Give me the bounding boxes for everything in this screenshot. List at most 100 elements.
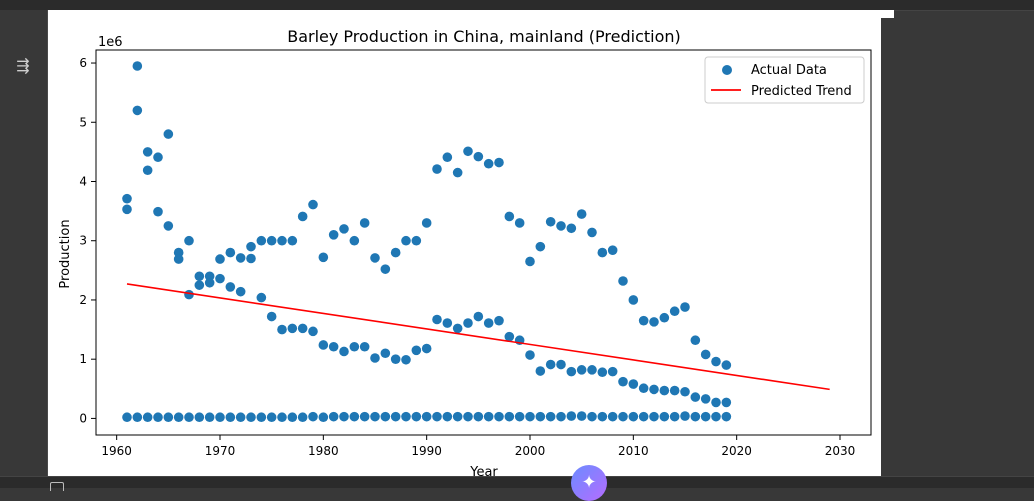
data-point — [349, 411, 360, 422]
data-point — [566, 223, 577, 234]
cell-gutter: ⇶ — [0, 10, 48, 476]
data-point — [318, 412, 329, 423]
data-point — [587, 411, 597, 422]
data-point — [390, 354, 401, 364]
data-point — [628, 379, 639, 389]
data-point — [132, 412, 143, 423]
legend-label-actual: Actual Data — [751, 63, 827, 78]
data-point — [256, 412, 267, 423]
data-point — [380, 264, 391, 274]
x-tick-label: 1970 — [205, 444, 236, 458]
data-point — [545, 411, 556, 422]
data-point — [339, 346, 349, 357]
data-point — [628, 295, 639, 305]
data-point — [215, 412, 225, 423]
data-point — [411, 345, 422, 356]
data-point — [370, 411, 380, 422]
data-point — [122, 412, 132, 423]
right-panel — [881, 18, 1034, 476]
data-point — [504, 211, 515, 222]
data-point — [556, 411, 566, 422]
data-point — [576, 411, 587, 421]
data-point — [690, 392, 701, 402]
data-point — [669, 306, 680, 317]
data-point — [659, 312, 670, 323]
data-point — [525, 350, 535, 360]
data-point — [246, 253, 256, 264]
data-point — [607, 245, 618, 255]
data-point — [463, 318, 473, 328]
data-point — [711, 397, 721, 408]
data-point — [556, 359, 566, 370]
data-point — [318, 252, 329, 263]
data-point — [215, 254, 225, 264]
legend-box — [704, 56, 865, 104]
data-point — [266, 311, 277, 322]
data-point — [700, 394, 711, 404]
data-point — [142, 147, 153, 157]
data-point — [566, 411, 577, 421]
data-point — [215, 273, 225, 284]
data-point — [690, 335, 701, 346]
data-point — [339, 411, 349, 422]
data-point — [256, 292, 267, 303]
data-point — [618, 411, 628, 422]
data-point — [514, 218, 525, 228]
output-collapse-icon[interactable]: ⇶ — [16, 56, 30, 75]
x-tick-label: 2010 — [618, 444, 649, 458]
data-point — [483, 318, 494, 328]
data-point — [504, 331, 515, 342]
data-point — [163, 412, 174, 423]
data-point — [721, 411, 732, 422]
data-point — [690, 411, 701, 422]
data-point — [597, 411, 608, 422]
y-axis-offset-label: 1e6 — [98, 35, 123, 50]
data-point — [452, 323, 463, 334]
data-point — [649, 384, 659, 395]
data-point — [556, 221, 566, 231]
data-point — [328, 411, 339, 422]
data-point — [463, 411, 473, 422]
data-point — [545, 216, 556, 227]
data-point — [514, 411, 525, 422]
data-point — [680, 302, 690, 312]
data-point — [700, 349, 711, 360]
data-point — [359, 411, 370, 422]
data-point — [473, 411, 484, 422]
y-axis-label: Production — [58, 219, 73, 288]
data-point — [246, 241, 256, 252]
data-point — [711, 411, 721, 422]
data-point — [122, 193, 132, 204]
data-point — [618, 376, 628, 387]
data-point — [194, 412, 205, 423]
y-tick-label: 1 — [79, 352, 87, 366]
data-point — [287, 235, 298, 246]
data-point — [442, 318, 453, 328]
plot-frame — [95, 49, 872, 436]
data-point — [225, 247, 236, 258]
data-point — [483, 411, 494, 422]
data-point — [452, 411, 463, 422]
y-tick-label: 0 — [79, 411, 87, 425]
data-point — [473, 151, 484, 162]
data-point — [504, 411, 515, 422]
data-point — [266, 412, 277, 423]
data-point — [442, 411, 453, 422]
data-point — [680, 386, 690, 397]
y-tick-label: 2 — [79, 293, 87, 307]
data-point — [618, 276, 628, 286]
data-point — [194, 280, 205, 290]
y-tick-label: 5 — [79, 115, 87, 129]
data-point — [411, 411, 422, 422]
data-point — [432, 164, 442, 174]
data-point — [721, 397, 732, 408]
legend: Actual Data Predicted Trend — [704, 56, 865, 104]
data-point — [545, 359, 556, 370]
data-point — [204, 277, 215, 288]
data-point — [494, 315, 504, 326]
data-point — [452, 167, 463, 178]
data-point — [597, 247, 608, 258]
data-point — [132, 105, 143, 116]
sparkle-icon[interactable]: ✦ — [571, 465, 607, 501]
data-point — [587, 227, 597, 238]
